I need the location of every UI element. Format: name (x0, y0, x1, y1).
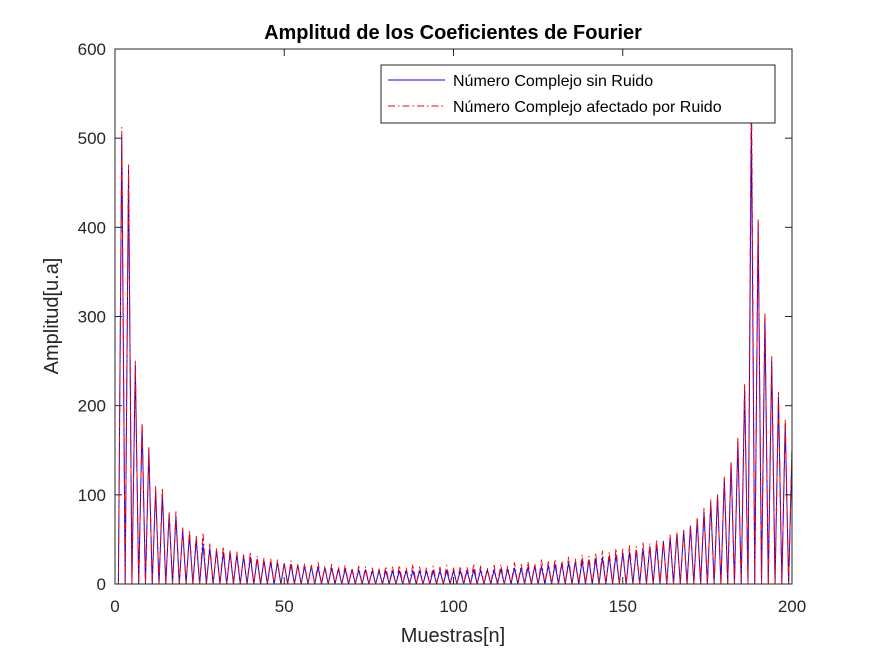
series-line-con-ruido (115, 66, 793, 585)
plot-area-background (115, 49, 792, 584)
y-tick-label: 100 (78, 486, 106, 505)
x-tick-label: 100 (439, 597, 467, 616)
x-tick-label: 0 (110, 597, 119, 616)
y-tick-label: 0 (97, 575, 106, 594)
y-axis-label: Amplitud[u.a] (41, 258, 63, 375)
x-tick-label: 150 (609, 597, 637, 616)
x-axis: 0 50 100 150 200 (110, 49, 806, 616)
y-tick-label: 600 (78, 40, 106, 59)
legend-label-sin-ruido: Número Complejo sin Ruido (453, 73, 653, 90)
x-tick-label: 50 (275, 597, 294, 616)
legend: Número Complejo sin Ruido Número Complej… (380, 64, 776, 124)
legend-box (380, 64, 776, 124)
x-axis-label: Muestras[n] (401, 625, 505, 647)
y-axis: 0 100 200 300 400 500 600 (78, 40, 792, 594)
y-tick-label: 500 (78, 129, 106, 148)
y-tick-label: 400 (78, 218, 106, 237)
y-tick-label: 200 (78, 397, 106, 416)
x-tick-label: 200 (778, 597, 806, 616)
legend-label-con-ruido: Número Complejo afectado por Ruido (453, 99, 722, 116)
chart-title: Amplitud de los Coeficientes de Fourier (264, 22, 642, 44)
y-tick-label: 300 (78, 308, 106, 327)
series-layer (115, 66, 793, 585)
